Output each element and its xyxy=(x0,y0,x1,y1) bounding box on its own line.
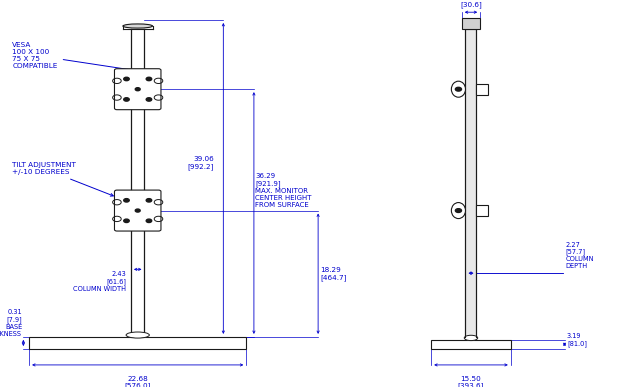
Bar xyxy=(477,84,488,95)
Ellipse shape xyxy=(451,202,466,219)
Circle shape xyxy=(456,87,462,91)
Circle shape xyxy=(146,199,152,202)
Text: 22.68
[576.0]: 22.68 [576.0] xyxy=(125,375,151,387)
FancyBboxPatch shape xyxy=(114,69,161,110)
Bar xyxy=(477,205,488,216)
Text: 3.19
[81.0]: 3.19 [81.0] xyxy=(567,333,587,347)
Circle shape xyxy=(124,219,129,223)
Ellipse shape xyxy=(451,81,466,97)
Text: 15.50
[393.6]: 15.50 [393.6] xyxy=(458,375,484,387)
Text: 2.27
[57.7]
COLUMN
DEPTH: 2.27 [57.7] COLUMN DEPTH xyxy=(566,241,594,269)
Text: TILT ADJUSTMENT
+/-10 DEGREES: TILT ADJUSTMENT +/-10 DEGREES xyxy=(12,163,114,196)
Circle shape xyxy=(146,77,152,80)
Bar xyxy=(462,18,480,29)
Circle shape xyxy=(135,88,140,91)
Bar xyxy=(29,337,246,349)
Circle shape xyxy=(124,77,129,80)
Ellipse shape xyxy=(126,332,149,338)
Text: 39.06
[992.2]: 39.06 [992.2] xyxy=(188,156,214,170)
Ellipse shape xyxy=(464,335,478,341)
Bar xyxy=(431,339,510,349)
Circle shape xyxy=(135,209,140,212)
Text: 2.43
[61.6]
COLUMN WIDTH: 2.43 [61.6] COLUMN WIDTH xyxy=(73,271,126,292)
Text: 0.31
[7.9]
BASE
THICKNESS: 0.31 [7.9] BASE THICKNESS xyxy=(0,310,22,337)
Text: VESA
100 X 100
75 X 75
COMPATIBLE: VESA 100 X 100 75 X 75 COMPATIBLE xyxy=(12,42,142,72)
Circle shape xyxy=(146,98,152,101)
FancyBboxPatch shape xyxy=(114,190,161,231)
Circle shape xyxy=(124,98,129,101)
Text: 36.29
[921.9]
MAX. MONITOR
CENTER HEIGHT
FROM SURFACE: 36.29 [921.9] MAX. MONITOR CENTER HEIGHT… xyxy=(255,173,311,208)
Bar xyxy=(466,29,477,337)
Text: 1.21
[30.6]: 1.21 [30.6] xyxy=(460,0,482,8)
Circle shape xyxy=(146,219,152,223)
Text: 18.29
[464.7]: 18.29 [464.7] xyxy=(321,267,347,281)
Circle shape xyxy=(124,199,129,202)
Circle shape xyxy=(456,209,462,212)
Ellipse shape xyxy=(123,24,152,28)
